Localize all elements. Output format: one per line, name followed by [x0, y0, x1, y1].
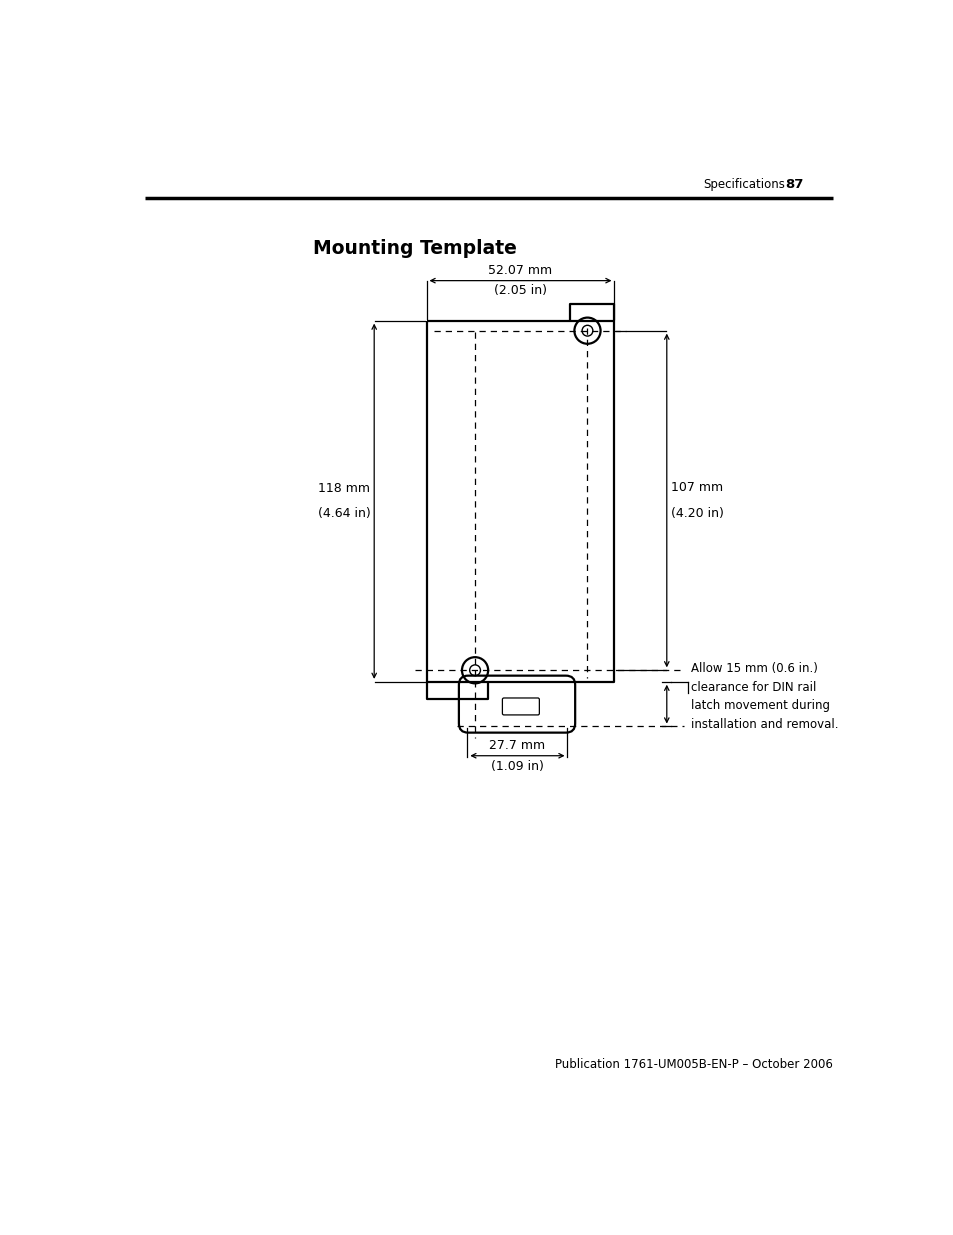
- Text: Mounting Template: Mounting Template: [313, 240, 516, 258]
- Text: (1.09 in): (1.09 in): [491, 760, 543, 773]
- Text: Publication 1761-UM005B-EN-P – October 2006: Publication 1761-UM005B-EN-P – October 2…: [555, 1058, 832, 1071]
- Text: 87: 87: [784, 178, 803, 190]
- Text: 118 mm: 118 mm: [318, 482, 370, 495]
- Text: Specifications: Specifications: [702, 178, 784, 190]
- Text: Allow 15 mm (0.6 in.)
clearance for DIN rail
latch movement during
installation : Allow 15 mm (0.6 in.) clearance for DIN …: [691, 662, 838, 731]
- Text: (4.20 in): (4.20 in): [671, 506, 723, 520]
- Text: 27.7 mm: 27.7 mm: [489, 739, 545, 752]
- Text: 107 mm: 107 mm: [671, 482, 722, 494]
- Text: (4.64 in): (4.64 in): [317, 508, 370, 520]
- Text: 52.07 mm: 52.07 mm: [488, 264, 552, 277]
- Text: (2.05 in): (2.05 in): [494, 284, 546, 298]
